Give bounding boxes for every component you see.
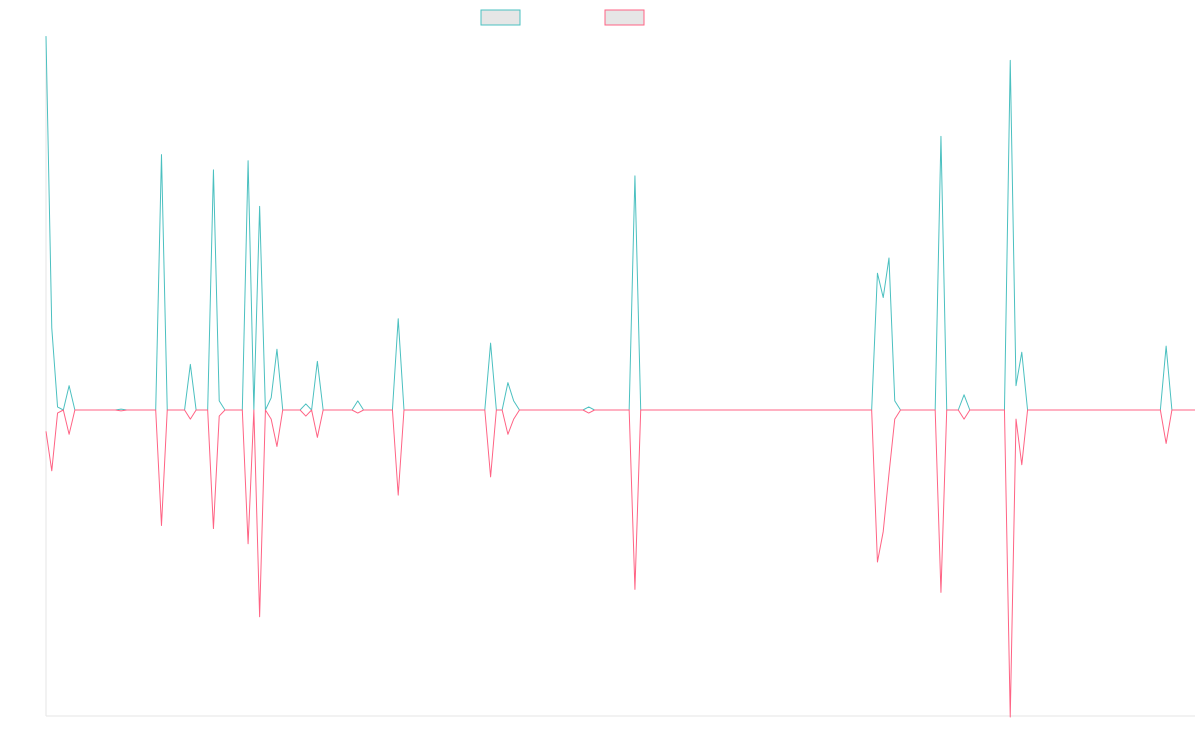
series-line-2 <box>45 409 1195 718</box>
legend <box>480 9 645 26</box>
series-lines <box>45 36 1195 718</box>
legend-swatch-1[interactable] <box>480 9 521 26</box>
axes <box>45 36 1195 717</box>
series-line-1 <box>45 36 1195 411</box>
legend-item-1[interactable] <box>480 9 521 26</box>
legend-swatch-2[interactable] <box>604 9 645 26</box>
legend-item-2[interactable] <box>604 9 645 26</box>
